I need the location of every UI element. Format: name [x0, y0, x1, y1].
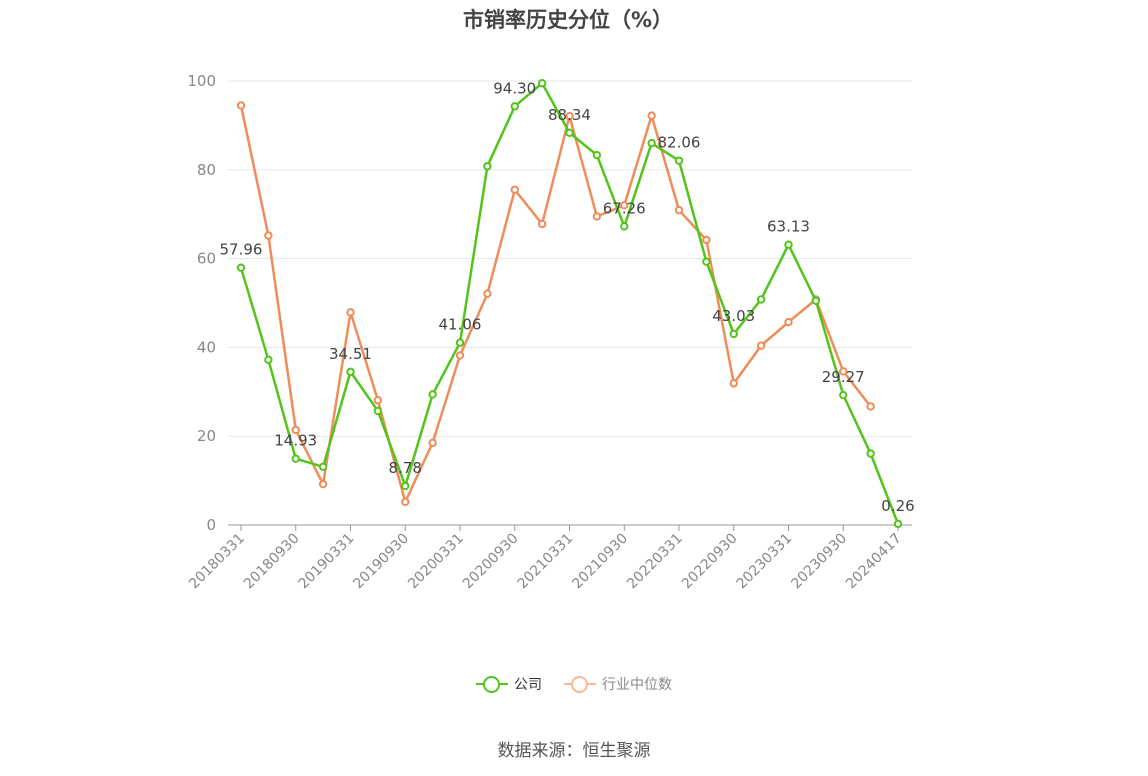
company-point [510, 102, 519, 111]
data-label: 57.96 [220, 241, 263, 259]
grid-lines [228, 80, 912, 437]
data-label: 82.06 [658, 134, 701, 152]
industry-point [729, 379, 738, 388]
industry-point [866, 402, 875, 411]
data-labels: 57.96 14.93 34.51 8.78 41.06 94.30 88.34 67.26 8… [220, 79, 915, 515]
data-label: 43.03 [712, 307, 755, 325]
x-tick-label: 20220930 [679, 531, 741, 593]
company-point [483, 162, 492, 171]
data-label: 29.27 [822, 368, 865, 386]
industry-point [702, 235, 711, 245]
line-chart: 0 20 40 60 80 100 2018033120180930201903312019… [186, 72, 915, 592]
company-point [756, 295, 766, 304]
chart-title: 市销率历史分位（%） [462, 8, 674, 32]
data-label: 63.13 [767, 218, 810, 236]
company-point [537, 79, 547, 88]
data-label: 34.51 [329, 345, 372, 363]
y-tick-label: 40 [197, 338, 216, 356]
data-label: 41.06 [439, 316, 482, 334]
data-label: 8.78 [389, 459, 422, 477]
industry-point [647, 111, 656, 120]
data-label: 94.30 [493, 79, 536, 97]
company-point [839, 390, 848, 400]
data-label: 88.34 [548, 106, 591, 124]
data-label: 0.26 [881, 497, 914, 515]
industry-point [510, 185, 519, 194]
data-label: 67.26 [603, 199, 646, 217]
x-tick-label: 20180331 [186, 531, 248, 593]
industry-point [756, 341, 766, 350]
industry-point [674, 206, 684, 215]
data-label: 14.93 [274, 432, 317, 450]
x-tick-label: 20190331 [296, 531, 358, 593]
company-point [866, 449, 875, 458]
industry-point [264, 231, 273, 240]
company-point [455, 338, 465, 347]
company-point [346, 367, 355, 376]
source-note: 数据来源：恒生聚源 [497, 741, 651, 761]
industry-point [373, 396, 383, 405]
x-tick-label: 20220331 [624, 531, 686, 593]
company-point [428, 390, 437, 399]
x-tick-label: 20230331 [734, 531, 796, 593]
industry-point [565, 111, 574, 121]
x-tick-label: 20180930 [241, 531, 303, 593]
industry-point [620, 201, 629, 210]
company-point [318, 462, 328, 472]
industry-point [592, 212, 602, 221]
legend-item-industry[interactable]: 行业中位数 [564, 672, 672, 696]
legend-marker-industry [564, 672, 596, 696]
company-point [811, 296, 821, 305]
x-tick-label: 20200331 [405, 531, 467, 593]
company-point [702, 257, 711, 266]
company-point [620, 222, 629, 231]
company-point [784, 240, 793, 249]
x-tick-label: 20240417 [843, 531, 905, 593]
axes: 0 20 40 60 80 100 2018033120180930201903312019… [186, 72, 912, 592]
y-tick-label: 60 [197, 250, 216, 268]
industry-point [346, 308, 355, 317]
x-tick-label: 20230930 [788, 531, 850, 593]
industry-point [428, 438, 437, 448]
company-point [592, 150, 602, 160]
legend-label-industry: 行业中位数 [602, 677, 672, 693]
industry-point [839, 367, 848, 376]
company-point [565, 128, 574, 137]
industry-point [455, 351, 465, 360]
x-tick-label: 20190930 [350, 531, 412, 593]
industry-point [291, 425, 300, 435]
industry-point [318, 479, 328, 489]
legend: 公司 行业中位数 [0, 672, 1148, 696]
company-point [373, 406, 383, 416]
company-point [291, 454, 300, 463]
legend-label-company: 公司 [514, 677, 542, 693]
y-tick-label: 100 [187, 72, 216, 90]
series-lines [236, 79, 903, 529]
x-tick-label: 20210331 [515, 531, 577, 593]
company-point [264, 355, 273, 365]
legend-marker-company [476, 672, 508, 696]
company-point [893, 519, 903, 529]
industry-point [784, 317, 793, 327]
company-point [236, 263, 246, 272]
company-point [647, 138, 656, 148]
industry-point [483, 289, 492, 298]
legend-item-company[interactable]: 公司 [476, 672, 542, 696]
industry-point [236, 101, 246, 110]
industry-point [401, 497, 410, 507]
industry-series-line [239, 105, 872, 504]
company-point [674, 156, 684, 165]
x-tick-label: 20200930 [460, 531, 522, 593]
company-series-line [239, 81, 900, 525]
company-point [401, 481, 410, 491]
y-tick-label: 80 [197, 161, 216, 179]
y-tick-label: 0 [206, 516, 216, 534]
company-point [729, 329, 738, 339]
industry-point [537, 219, 547, 229]
y-tick-label: 20 [197, 427, 216, 445]
x-tick-label: 20210930 [569, 531, 631, 593]
